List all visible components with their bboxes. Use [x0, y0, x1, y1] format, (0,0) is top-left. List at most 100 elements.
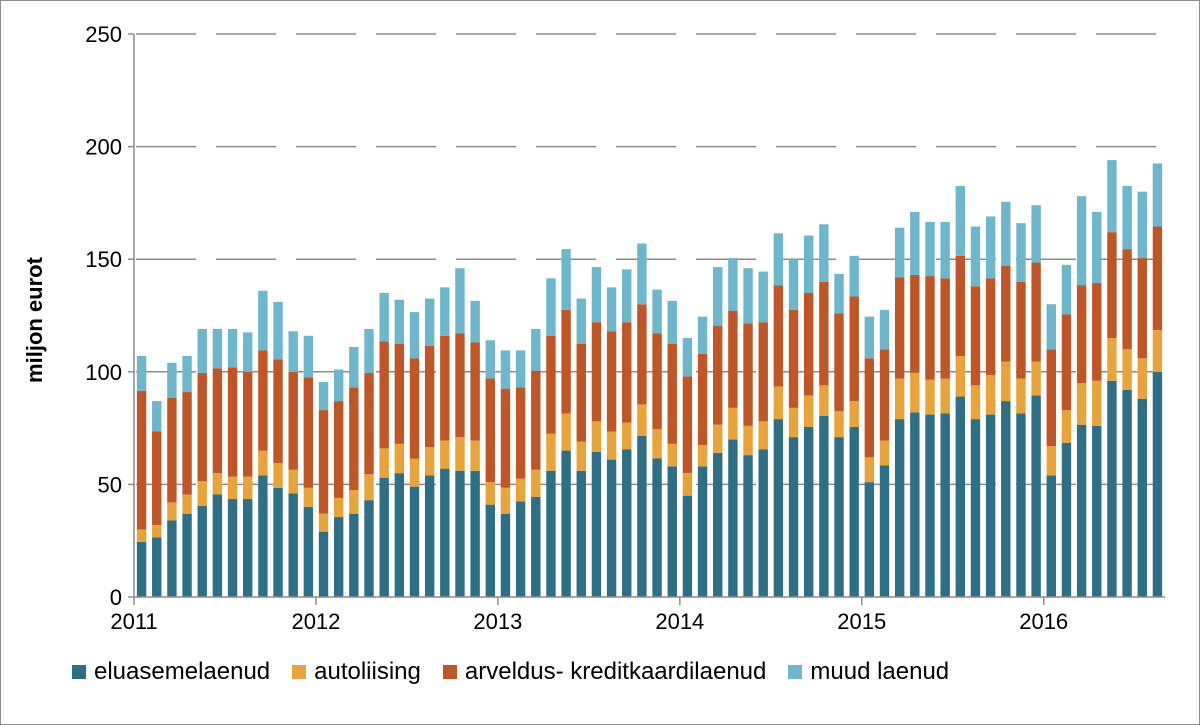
bars	[136, 160, 1163, 597]
bar-segment	[485, 504, 496, 597]
bar-segment	[879, 465, 890, 597]
bar-segment	[561, 249, 571, 310]
bar-segment	[424, 298, 435, 346]
bar-segment	[273, 463, 283, 488]
bar-segment	[349, 490, 359, 514]
bar-segment	[834, 313, 844, 412]
x-tick-label: 2015	[837, 609, 886, 634]
bar-segment	[440, 440, 450, 469]
bar-segment	[500, 487, 511, 514]
bar-segment	[849, 401, 859, 427]
bar-segment	[258, 450, 268, 476]
bar-segment	[500, 513, 511, 597]
bar-segment	[743, 268, 753, 324]
bar-segment	[637, 404, 647, 436]
bar-segment	[622, 422, 632, 450]
bar-segment	[500, 388, 511, 488]
bar-segment	[470, 300, 480, 343]
bar-segment	[758, 322, 768, 422]
bar-segment	[713, 452, 723, 597]
bar-segment	[697, 316, 708, 354]
bar-segment	[273, 301, 283, 360]
bar-segment	[1076, 196, 1087, 286]
bar-segment	[773, 419, 784, 597]
bar-segment	[773, 386, 784, 420]
bar-segment	[212, 368, 223, 474]
bar-segment	[1152, 226, 1163, 331]
bar-segment	[1001, 401, 1011, 597]
bar-segment	[894, 277, 905, 379]
bar-segment	[1092, 380, 1102, 426]
bar-segment	[1046, 349, 1056, 447]
bar-segment	[591, 421, 602, 452]
bar-segment	[243, 332, 253, 372]
bar-segment	[440, 468, 450, 597]
bar-segment	[803, 426, 814, 597]
bar-segment	[1076, 424, 1087, 597]
bar-segment	[940, 413, 950, 597]
bar-segment	[849, 426, 859, 597]
bar-segment	[940, 222, 950, 279]
bar-segment	[152, 401, 162, 432]
bar-segment	[364, 500, 374, 597]
bar-segment	[1092, 425, 1102, 597]
bar-segment	[394, 473, 405, 597]
bar-segment	[758, 271, 768, 323]
bar-segment	[303, 487, 314, 507]
bar-segment	[349, 347, 359, 388]
bar-segment	[258, 290, 268, 351]
bar-segment	[182, 356, 192, 393]
bar-segment	[652, 458, 662, 597]
bar-segment	[515, 501, 526, 597]
bar-segment	[197, 372, 207, 482]
bar-segment	[622, 269, 632, 323]
bar-segment	[1031, 395, 1041, 597]
bar-segment	[864, 358, 875, 458]
bar-segment	[1092, 211, 1102, 283]
bar-segment	[349, 387, 359, 491]
bar-segment	[925, 379, 935, 415]
bar-segment	[1016, 378, 1026, 414]
bar-segment	[1061, 410, 1072, 443]
x-tick-label: 2011	[110, 609, 157, 634]
bar-segment	[288, 469, 298, 494]
bar-segment	[985, 216, 996, 279]
bar-segment	[773, 233, 784, 286]
bar-segment	[409, 458, 420, 487]
bar-segment	[834, 411, 844, 438]
bar-segment	[910, 274, 920, 373]
bar-segment	[318, 513, 329, 532]
bar-segment	[849, 296, 859, 402]
bar-segment	[758, 449, 768, 597]
bar-segment	[394, 443, 405, 474]
y-tick-label: 150	[85, 247, 122, 272]
y-tick-label: 50	[98, 472, 122, 497]
bar-segment	[788, 259, 799, 310]
legend-item: muud laenud	[788, 658, 949, 686]
bar-segment	[894, 227, 905, 278]
bar-segment	[879, 309, 890, 350]
bar-segment	[803, 395, 814, 427]
bar-segment	[546, 335, 556, 434]
bar-segment	[409, 358, 420, 459]
bar-segment	[652, 333, 662, 430]
bar-segment	[1001, 361, 1011, 402]
bar-segment	[136, 390, 147, 530]
bar-segment	[682, 473, 693, 496]
bar-segment	[470, 342, 480, 441]
bar-segment	[894, 419, 905, 597]
bar-segment	[273, 359, 283, 464]
bar-segment	[1107, 232, 1117, 339]
bar-segment	[485, 482, 496, 505]
bar-segment	[1107, 160, 1117, 233]
legend-swatch	[788, 665, 803, 679]
legend: eluasemelaenud autoliising arveldus- kredi…	[72, 658, 971, 686]
bar-segment	[940, 278, 950, 379]
bar-segment	[561, 450, 571, 597]
bar-segment	[1076, 383, 1087, 425]
bar-segment	[1001, 201, 1011, 266]
bar-segment	[1046, 446, 1056, 476]
bar-segment	[985, 414, 996, 597]
bar-segment	[212, 473, 223, 495]
bar-segment	[667, 466, 677, 597]
